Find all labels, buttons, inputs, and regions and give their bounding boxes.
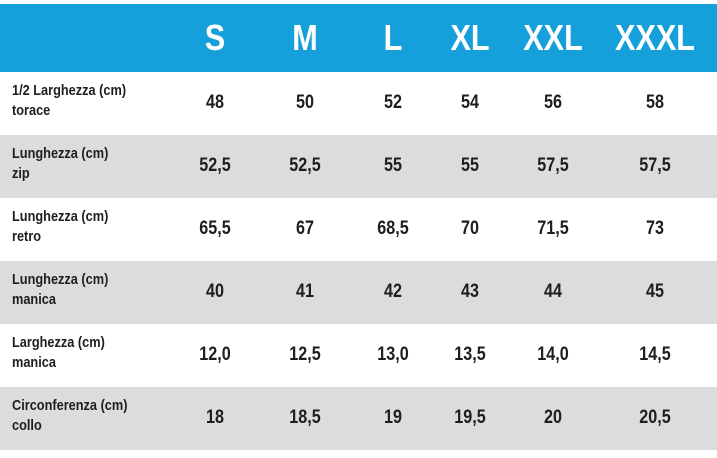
cell-value: 19 xyxy=(384,407,402,428)
row-label-line: Lunghezza (cm) xyxy=(12,271,109,288)
table-row: Lunghezza (cm) manica 40 41 42 43 44 45 xyxy=(0,261,717,324)
cell-value: 14,0 xyxy=(537,344,569,365)
cell-value: 13,0 xyxy=(377,344,409,365)
cell-value: 55 xyxy=(461,155,479,176)
cell-value: 18,5 xyxy=(289,407,321,428)
cell-value: 54 xyxy=(461,92,479,113)
cell-value: 50 xyxy=(296,92,314,113)
cell-value: 48 xyxy=(206,92,224,113)
table-row: Lunghezza (cm) zip 52,5 52,5 55 55 57,5 57,5 xyxy=(0,135,717,198)
cell-value: 57,5 xyxy=(537,155,569,176)
row-label-line: Larghezza (cm) xyxy=(12,334,105,351)
row-label: Lunghezza (cm) manica xyxy=(12,270,108,310)
cell-value: 42 xyxy=(384,281,402,302)
cell-value: 58 xyxy=(646,92,664,113)
size-header: XXXL xyxy=(615,17,695,58)
size-header: M xyxy=(292,17,318,58)
cell-value: 12,5 xyxy=(289,344,321,365)
row-label-line: manica xyxy=(12,291,56,308)
cell-value: 13,5 xyxy=(454,344,486,365)
cell-value: 56 xyxy=(544,92,562,113)
row-label-line: 1/2 Larghezza (cm) xyxy=(12,82,127,99)
cell-value: 70 xyxy=(461,218,479,239)
row-label: 1/2 Larghezza (cm) torace xyxy=(12,81,126,121)
row-label-line: zip xyxy=(12,165,30,182)
table-row: 1/2 Larghezza (cm) torace 48 50 52 54 56 58 xyxy=(0,72,717,135)
table-row: Larghezza (cm) manica 12,0 12,5 13,0 13,5 14,0… xyxy=(0,324,717,387)
cell-value: 57,5 xyxy=(639,155,671,176)
size-header: L xyxy=(383,17,403,58)
row-label-line: manica xyxy=(12,354,56,371)
cell-value: 52 xyxy=(384,92,402,113)
cell-value: 19,5 xyxy=(454,407,486,428)
row-label-line: Lunghezza (cm) xyxy=(12,208,109,225)
row-label: Larghezza (cm) manica xyxy=(12,333,105,373)
row-label-line: torace xyxy=(12,102,51,119)
cell-value: 52,5 xyxy=(199,155,231,176)
cell-value: 20 xyxy=(544,407,562,428)
cell-value: 18 xyxy=(206,407,224,428)
row-label-line: Lunghezza (cm) xyxy=(12,145,109,162)
table-row: Circonferenza (cm) collo 18 18,5 19 19,5 20 20,… xyxy=(0,387,717,450)
row-label: Lunghezza (cm) zip xyxy=(12,144,108,184)
table-row: Lunghezza (cm) retro 65,5 67 68,5 70 71,5 73 xyxy=(0,198,717,261)
cell-value: 52,5 xyxy=(289,155,321,176)
cell-value: 68,5 xyxy=(377,218,409,239)
cell-value: 71,5 xyxy=(537,218,569,239)
cell-value: 12,0 xyxy=(199,344,231,365)
header-row: S M L XL XXL XXXL xyxy=(0,4,717,72)
size-header: XXL xyxy=(523,17,583,58)
cell-value: 14,5 xyxy=(639,344,671,365)
cell-value: 44 xyxy=(544,281,562,302)
cell-value: 65,5 xyxy=(199,218,231,239)
row-label-line: collo xyxy=(12,417,42,434)
cell-value: 43 xyxy=(461,281,479,302)
row-label: Circonferenza (cm) collo xyxy=(12,396,127,436)
cell-value: 73 xyxy=(646,218,664,239)
cell-value: 41 xyxy=(296,281,314,302)
row-label: Lunghezza (cm) retro xyxy=(12,207,108,247)
row-label-line: Circonferenza (cm) xyxy=(12,397,128,414)
cell-value: 20,5 xyxy=(639,407,671,428)
size-header: S xyxy=(204,17,226,58)
size-header: XL xyxy=(450,17,490,58)
cell-value: 40 xyxy=(206,281,224,302)
row-label-line: retro xyxy=(12,228,42,245)
cell-value: 55 xyxy=(384,155,402,176)
cell-value: 45 xyxy=(646,281,664,302)
cell-value: 67 xyxy=(296,218,314,239)
